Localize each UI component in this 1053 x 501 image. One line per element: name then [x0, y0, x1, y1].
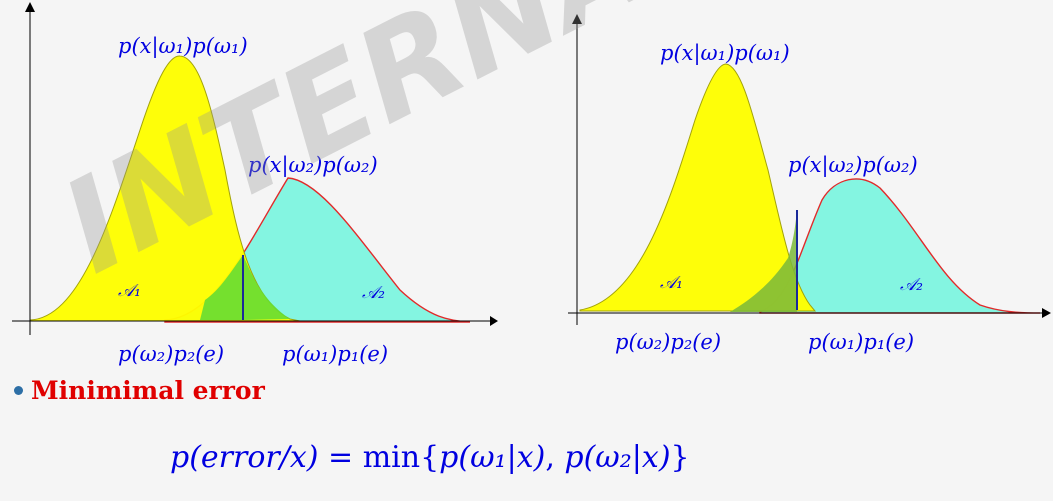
- class1-density-curve: [579, 63, 817, 312]
- region1-label: 𝒜₁: [660, 273, 683, 293]
- right-plot: p(x|ω₁)p(ω₁) p(x|ω₂)p(ω₂) 𝒜₁ 𝒜₂ p(ω₂)p₂(…: [560, 0, 1053, 370]
- left-plot-svg: p(x|ω₁)p(ω₁) p(x|ω₂)p(ω₂) 𝒜₁ 𝒜₂ p(ω₂)p₂(…: [12, 2, 498, 366]
- formula-open-brace: {: [420, 440, 440, 475]
- formula-close-brace: }: [670, 440, 690, 475]
- class1-density-curve: [29, 55, 301, 322]
- x-axis-arrow: [490, 316, 498, 326]
- class1-label: p(x|ω₁)p(ω₁): [660, 41, 790, 66]
- overlap-error-region: [730, 210, 797, 312]
- y-axis-arrow: [572, 14, 582, 24]
- formula-equals: =: [318, 440, 363, 475]
- region2-label: 𝒜₂: [900, 275, 923, 295]
- error-label-class1: p(ω₁)p₁(e): [808, 330, 914, 354]
- right-plot-svg: p(x|ω₁)p(ω₁) p(x|ω₂)p(ω₂) 𝒜₁ 𝒜₂ p(ω₂)p₂(…: [568, 14, 1051, 354]
- error-label-class1: p(ω₁)p₁(e): [282, 342, 388, 366]
- error-label-class2: p(ω₂)p₂(e): [118, 342, 224, 366]
- formula-separator: ,: [545, 440, 565, 475]
- left-plot: p(x|ω₁)p(ω₁) p(x|ω₂)p(ω₂) 𝒜₁ 𝒜₂ p(ω₂)p₂(…: [0, 0, 500, 370]
- formula-term2: p(ω₂|x): [564, 440, 671, 475]
- error-label-class2: p(ω₂)p₂(e): [615, 330, 721, 354]
- class1-label: p(x|ω₁)p(ω₁): [118, 34, 248, 59]
- bullet-text: Minimimal error: [31, 376, 265, 405]
- x-axis-arrow: [1042, 308, 1051, 318]
- bullet-item: Minimimal error: [14, 376, 265, 405]
- formula-term1: p(ω₁|x): [439, 440, 546, 475]
- formula-min: min: [362, 440, 421, 475]
- bullet-dot-icon: [14, 386, 23, 395]
- class2-label: p(x|ω₂)p(ω₂): [248, 153, 378, 178]
- overlap-error-region: [200, 255, 290, 320]
- class2-density-curve: [759, 178, 1041, 314]
- formula-lhs: p(error/x): [170, 440, 319, 475]
- region2-label: 𝒜₂: [362, 283, 385, 303]
- region1-label: 𝒜₁: [118, 281, 141, 301]
- error-formula: p(error/x) = min{p(ω₁|x), p(ω₂|x)}: [170, 440, 690, 475]
- class2-label: p(x|ω₂)p(ω₂): [788, 153, 918, 178]
- y-axis-arrow: [25, 2, 35, 12]
